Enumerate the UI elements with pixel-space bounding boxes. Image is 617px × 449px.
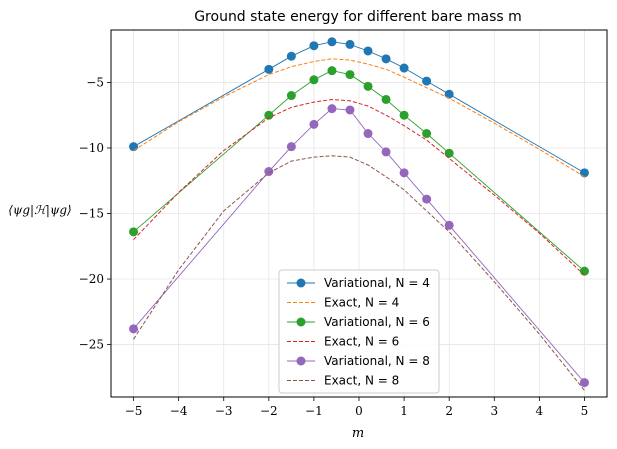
x-tick-label: −5 bbox=[125, 404, 143, 418]
data-point bbox=[309, 41, 319, 51]
series-2 bbox=[129, 66, 589, 276]
legend-swatch-marker bbox=[296, 356, 306, 366]
data-point bbox=[363, 81, 373, 91]
x-tick-label: 0 bbox=[355, 404, 363, 418]
legend-label: Variational, N = 6 bbox=[324, 315, 430, 329]
series-line bbox=[133, 155, 585, 391]
data-point bbox=[399, 168, 409, 178]
data-point bbox=[422, 129, 432, 139]
data-point bbox=[327, 37, 337, 47]
legend-label: Exact, N = 8 bbox=[324, 374, 399, 388]
data-point bbox=[444, 220, 454, 230]
data-point bbox=[381, 147, 391, 157]
data-point bbox=[363, 46, 373, 56]
x-tick-label: 1 bbox=[400, 404, 408, 418]
data-point bbox=[345, 105, 355, 115]
x-tick-label: −4 bbox=[170, 404, 188, 418]
y-tick-label: −15 bbox=[79, 207, 104, 221]
legend-swatch-marker bbox=[296, 278, 306, 288]
data-point bbox=[129, 324, 139, 334]
legend-label: Exact, N = 4 bbox=[324, 296, 399, 310]
data-point bbox=[264, 167, 274, 177]
data-point bbox=[363, 129, 373, 139]
data-point bbox=[264, 64, 274, 74]
data-point bbox=[286, 91, 296, 101]
data-point bbox=[129, 142, 139, 152]
data-point bbox=[444, 89, 454, 99]
legend: Variational, N = 4 Exact, N = 4 Variationa… bbox=[278, 269, 440, 394]
data-point bbox=[309, 119, 319, 129]
series-1 bbox=[133, 58, 585, 178]
legend-label: Variational, N = 4 bbox=[324, 276, 430, 290]
y-axis-label: ⟨ψg|ℋ|ψg⟩ bbox=[8, 203, 72, 217]
y-tick-label: −5 bbox=[86, 75, 104, 89]
x-tick-label: 2 bbox=[445, 404, 453, 418]
x-tick-label: −1 bbox=[305, 404, 323, 418]
data-point bbox=[129, 227, 139, 237]
data-point bbox=[444, 148, 454, 158]
x-axis-label: m bbox=[352, 426, 364, 441]
x-tick-label: −2 bbox=[260, 404, 278, 418]
data-point bbox=[309, 75, 319, 85]
series-line bbox=[133, 58, 585, 178]
series-line bbox=[133, 108, 585, 383]
data-point bbox=[422, 194, 432, 204]
x-tick-label: −3 bbox=[215, 404, 233, 418]
data-point bbox=[327, 66, 337, 76]
series-line bbox=[133, 70, 585, 272]
legend-label: Exact, N = 6 bbox=[324, 335, 399, 349]
y-tick-label: −25 bbox=[79, 338, 104, 352]
legend-swatch-marker bbox=[296, 317, 306, 327]
y-tick-label: −10 bbox=[79, 141, 104, 155]
legend-box bbox=[278, 269, 440, 394]
series-4 bbox=[129, 104, 589, 388]
data-point bbox=[399, 63, 409, 73]
legend-label: Variational, N = 8 bbox=[324, 354, 430, 368]
data-point bbox=[579, 378, 589, 388]
x-tick-label: 4 bbox=[536, 404, 544, 418]
data-point bbox=[327, 104, 337, 114]
data-point bbox=[381, 94, 391, 104]
series-5 bbox=[133, 155, 585, 391]
data-point bbox=[422, 76, 432, 86]
data-point bbox=[345, 70, 355, 80]
x-tick-label: 5 bbox=[581, 404, 589, 418]
series-0 bbox=[129, 37, 589, 178]
data-point bbox=[579, 168, 589, 178]
series-3 bbox=[133, 98, 585, 276]
data-point bbox=[345, 39, 355, 49]
y-tick-label: −20 bbox=[79, 272, 104, 286]
x-tick-label: 3 bbox=[490, 404, 498, 418]
data-point bbox=[399, 110, 409, 120]
chart-title: Ground state energy for different bare m… bbox=[194, 9, 522, 25]
data-point bbox=[579, 266, 589, 276]
data-point bbox=[381, 54, 391, 64]
series-line bbox=[133, 98, 585, 276]
data-point bbox=[286, 142, 296, 152]
data-point bbox=[286, 51, 296, 61]
ticks: −5 −4 −3 −2 −1 0 1 2 3 4 5−25−20−15−10−5 bbox=[79, 75, 589, 418]
data-point bbox=[264, 110, 274, 120]
series-layer bbox=[129, 37, 589, 391]
